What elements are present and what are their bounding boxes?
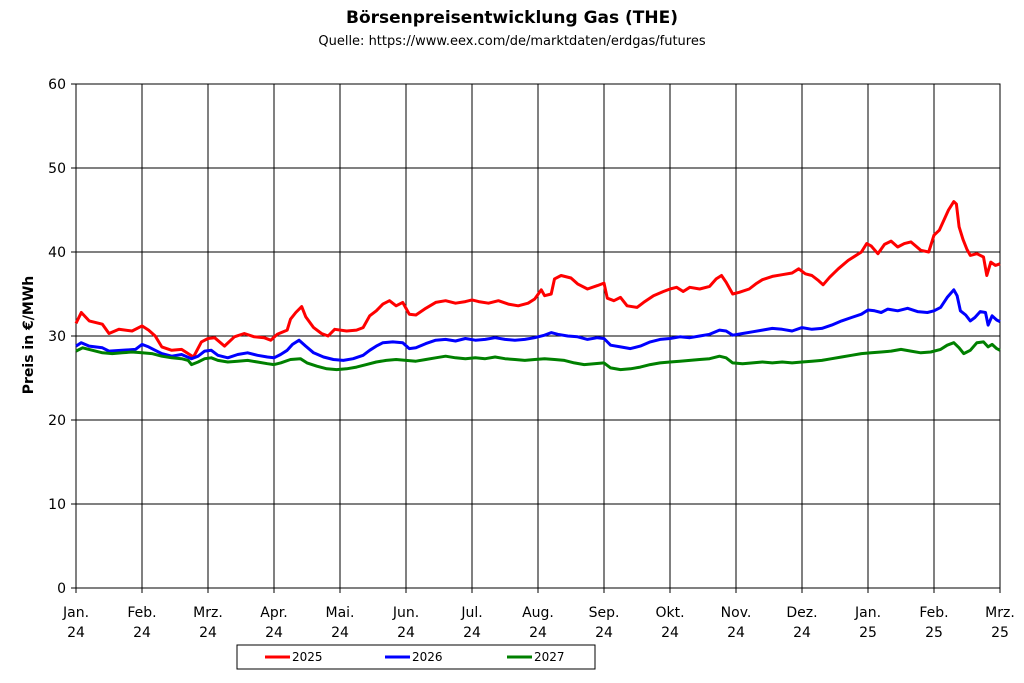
y-tick-label: 0 <box>57 581 66 597</box>
x-tick-year: 24 <box>463 625 481 641</box>
y-axis-label: Preis in €/MWh <box>21 276 37 395</box>
chart-subtitle: Quelle: https://www.eex.com/de/marktdate… <box>318 34 706 49</box>
y-tick-label: 50 <box>48 161 66 177</box>
x-tick-month: Aug. <box>522 605 554 621</box>
chart-title: Börsenpreisentwicklung Gas (THE) <box>345 8 679 28</box>
x-tick-year: 24 <box>793 625 811 641</box>
x-tick-year: 24 <box>265 625 283 641</box>
legend-label-2027: 2027 <box>534 650 565 664</box>
x-tick-month: Feb. <box>127 605 156 621</box>
x-tick-month: Mrz. <box>193 605 223 621</box>
x-tick-year: 24 <box>397 625 415 641</box>
x-tick-month: Dez. <box>786 605 817 621</box>
x-tick-month: Apr. <box>260 605 287 621</box>
series-line-2025 <box>74 200 1001 359</box>
x-tick-month: Nov. <box>721 605 752 621</box>
legend-label-2025: 2025 <box>292 650 323 664</box>
x-tick-year: 25 <box>925 625 943 641</box>
series-line-2027 <box>75 340 1001 372</box>
x-tick-month: Feb. <box>919 605 948 621</box>
y-tick-label: 10 <box>48 497 66 513</box>
x-tick-year: 24 <box>331 625 349 641</box>
x-tick-year: 24 <box>727 625 745 641</box>
x-tick-year: 24 <box>661 625 679 641</box>
x-tick-year: 25 <box>859 625 877 641</box>
x-tick-labels: Jan. 24 Feb. 24 Mrz. 24 Apr. 24 Mai. 24 Jun. 24 Jul.… <box>62 605 1015 641</box>
y-tick-label: 20 <box>48 413 66 429</box>
x-tick-month: Mai. <box>326 605 355 621</box>
x-tick-year: 24 <box>67 625 85 641</box>
legend-label-2026: 2026 <box>412 650 443 664</box>
y-tick-label: 60 <box>48 77 66 93</box>
x-tick-month: Jan. <box>854 605 881 621</box>
x-tick-month: Jun. <box>392 605 419 621</box>
series-layer <box>74 200 1001 372</box>
x-tick-month: Jul. <box>460 605 482 621</box>
x-tick-month: Okt. <box>655 605 684 621</box>
x-tick-year: 24 <box>529 625 547 641</box>
y-tick-label: 40 <box>48 245 66 261</box>
series-line-2026 <box>75 288 1001 362</box>
x-tick-year: 24 <box>199 625 217 641</box>
x-tick-year: 24 <box>133 625 151 641</box>
y-tick-label: 30 <box>48 329 66 345</box>
y-tick-labels: 0 10 20 30 40 50 60 <box>48 77 66 597</box>
x-tick-month: Mrz. <box>985 605 1015 621</box>
legend-box <box>236 644 596 670</box>
x-tick-year: 25 <box>991 625 1009 641</box>
plot-frame <box>75 83 1001 589</box>
x-tick-month: Jan. <box>62 605 89 621</box>
legend: 2025 2026 2027 <box>236 644 596 670</box>
x-tick-month: Sep. <box>589 605 620 621</box>
x-tick-year: 24 <box>595 625 613 641</box>
